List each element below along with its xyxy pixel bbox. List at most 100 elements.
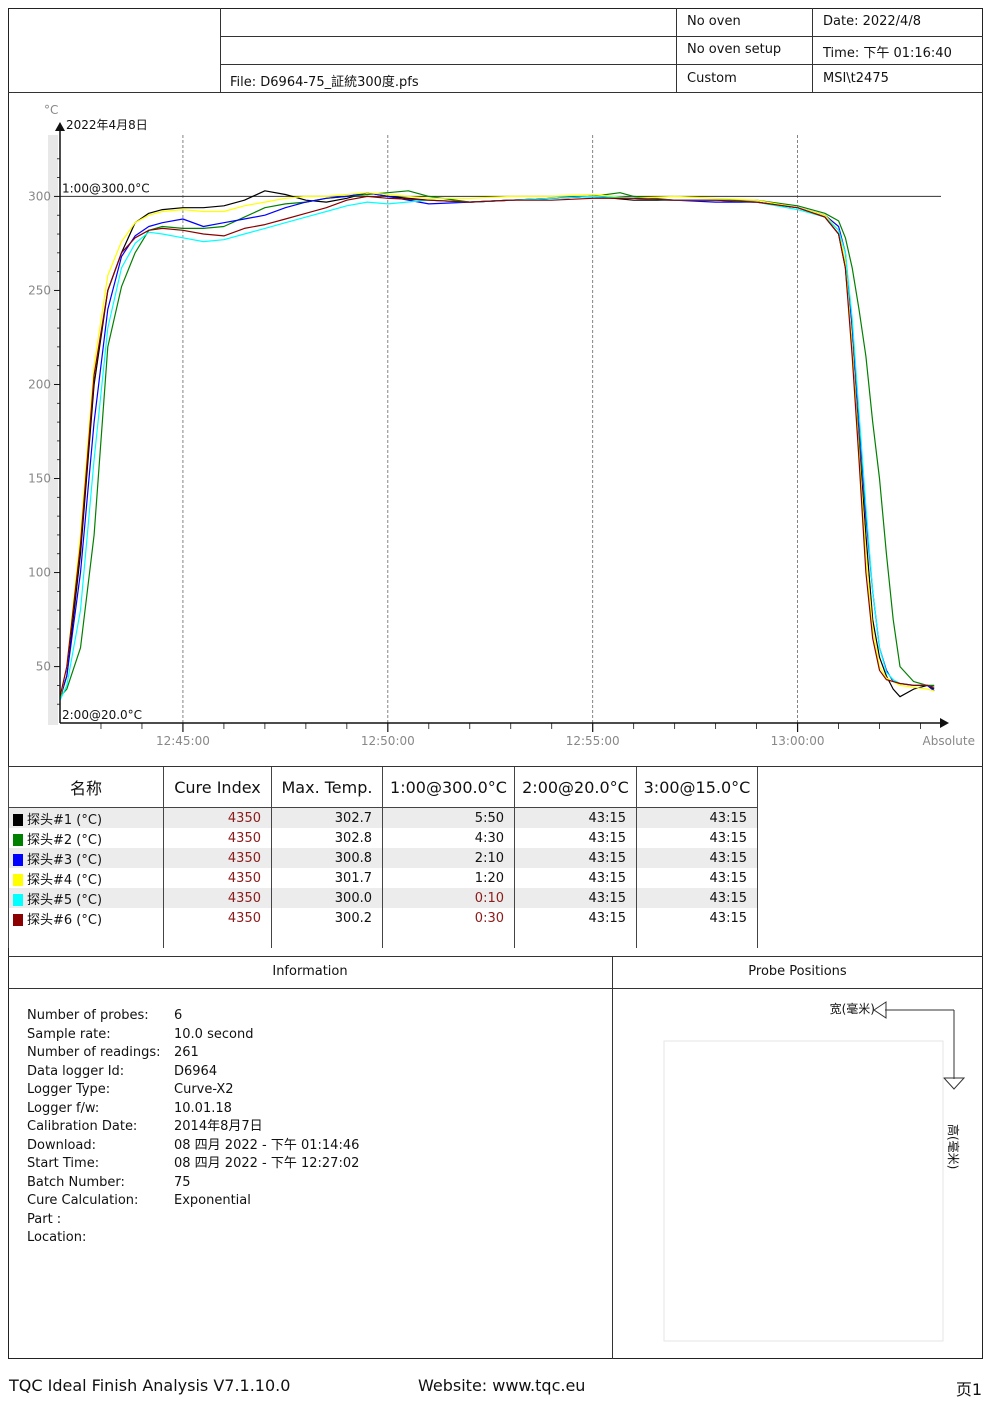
y-axis-band (48, 135, 58, 725)
series-line-probe-4 (59, 192, 935, 699)
y-unit-label: °C (44, 103, 58, 117)
probe-color-swatch (13, 893, 23, 906)
info-row: Logger Type: Curve-X2 (27, 1081, 359, 1100)
info-value: Curve-X2 (174, 1082, 234, 1097)
t15-cell: 43:15 (636, 828, 758, 848)
chart-date-label: 2022年4月8日 (66, 118, 148, 132)
probe-name-cell: 探头#6 (°C) (8, 908, 164, 928)
probe-name: 探头#4 (°C) (27, 872, 103, 888)
probe-name: 探头#5 (°C) (27, 892, 103, 908)
y-tick-label: 200 (28, 377, 51, 391)
info-row: Batch Number: 75 (27, 1174, 359, 1193)
x-tick-label: 12:45:00 (156, 734, 210, 748)
info-row: Number of readings: 261 (27, 1044, 359, 1063)
cure-index-cell: 4350 (163, 908, 272, 928)
info-value: 08 四月 2022 - 下午 12:27:02 (174, 1156, 360, 1171)
probe-layout-area (663, 1040, 944, 1342)
t300-cell: 0:30 (382, 908, 515, 928)
info-label: Download: (27, 1137, 96, 1153)
t15-cell: 43:15 (636, 908, 758, 928)
table-row: 探头#3 (°C) 4350 300.8 2:10 43:15 43:15 (8, 848, 758, 868)
height-arrow-icon (942, 1010, 966, 1090)
table-row: 探头#5 (°C) 4350 300.0 0:10 43:15 43:15 (8, 888, 758, 908)
info-value: 261 (174, 1045, 199, 1060)
cure-index-cell: 4350 (163, 888, 272, 908)
info-label: Number of probes: (27, 1008, 149, 1023)
info-value: 08 四月 2022 - 下午 01:14:46 (174, 1137, 360, 1153)
info-label: Batch Number: (27, 1174, 125, 1190)
info-value: 75 (174, 1174, 191, 1190)
t15-cell: 43:15 (636, 888, 758, 908)
t300-cell: 5:50 (382, 807, 515, 828)
probe-color-swatch (13, 833, 23, 846)
info-row: Sample rate: 10.0 second (27, 1026, 359, 1045)
max-temp-cell: 302.7 (271, 807, 383, 828)
information-title: Information (272, 964, 348, 979)
t20-cell: 43:15 (514, 828, 637, 848)
reference-line-label: 2:00@20.0°C (62, 708, 142, 722)
temperature-chart: 12:45:00 12:50:00 12:55:00 13:00:00 1:00@300… (28, 103, 975, 748)
max-temp-cell: 300.8 (271, 848, 383, 868)
probe-color-swatch (13, 873, 23, 886)
y-tick-label: 250 (28, 283, 51, 297)
info-row: Logger f/w: 10.01.18 (27, 1100, 359, 1119)
info-row: Download: 08 四月 2022 - 下午 01:14:46 (27, 1137, 359, 1156)
probe-name: 探头#6 (°C) (27, 912, 103, 928)
info-row: Location: (27, 1229, 359, 1248)
y-tick-label: 150 (28, 472, 51, 486)
info-label: Logger Type: (27, 1082, 111, 1097)
probe-name-cell: 探头#1 (°C) (8, 807, 164, 828)
information-list: Number of probes: 6 Sample rate: 10.0 secon… (27, 1007, 359, 1248)
cure-index-cell: 4350 (163, 807, 272, 828)
table-row: 探头#4 (°C) 4350 301.7 1:20 43:15 43:15 (8, 868, 758, 888)
col-t15: 3:00@15.0°C (636, 766, 758, 808)
height-axis-label: 高(毫米) (946, 1124, 961, 1169)
info-label: Part : (27, 1211, 62, 1227)
probe-name: 探头#1 (°C) (27, 812, 103, 828)
info-label: Logger f/w: (27, 1100, 100, 1116)
t300-cell: 2:10 (382, 848, 515, 868)
report-time: Time: 下午 01:16:40 (823, 46, 952, 61)
col-t20: 2:00@20.0°C (514, 766, 637, 808)
probe-color-swatch (13, 813, 23, 826)
y-tick-label: 100 (28, 566, 51, 580)
info-row: Data logger Id: D6964 (27, 1063, 359, 1082)
info-label: Calibration Date: (27, 1119, 138, 1134)
info-value: 2014年8月7日 (174, 1119, 263, 1134)
info-label: Data logger Id: (27, 1063, 125, 1079)
info-label: Location: (27, 1230, 87, 1245)
report-frame (8, 8, 983, 1359)
width-axis-label: 宽(毫米) (830, 1001, 875, 1016)
x-tick-label: 12:55:00 (566, 734, 620, 748)
probe-name: 探头#2 (°C) (27, 832, 103, 848)
info-row: Part : (27, 1211, 359, 1230)
table-row: 探头#2 (°C) 4350 302.8 4:30 43:15 43:15 (8, 828, 758, 848)
t15-cell: 43:15 (636, 868, 758, 888)
file-name: File: D6964-75_証統300度.pfs (230, 75, 419, 90)
info-label: Sample rate: (27, 1026, 111, 1042)
table-row: 探头#6 (°C) 4350 300.2 0:30 43:15 43:15 (8, 908, 758, 928)
oven-name: No oven (687, 14, 741, 29)
width-arrow-icon (873, 1001, 954, 1019)
x-axis-label: Absolute (923, 734, 975, 748)
max-temp-cell: 300.0 (271, 888, 383, 908)
probe-name-cell: 探头#2 (°C) (8, 828, 164, 848)
t300-cell: 0:10 (382, 888, 515, 908)
info-row: Cure Calculation: Exponential (27, 1192, 359, 1211)
t300-cell: 4:30 (382, 828, 515, 848)
footer-page: 页1 (955, 1380, 982, 1399)
series-line-probe-6 (59, 195, 935, 697)
info-value: D6964 (174, 1063, 218, 1079)
info-label: Number of readings: (27, 1045, 161, 1060)
results-table: 名称 Cure Index Max. Temp. 1:00@300.0°C 2:… (8, 766, 758, 948)
t15-cell: 43:15 (636, 807, 758, 828)
series-line-probe-5 (59, 195, 935, 701)
info-row: Start Time: 08 四月 2022 - 下午 12:27:02 (27, 1155, 359, 1174)
probe-positions-diagram: 宽(毫米) 高(毫米) (663, 1001, 966, 1342)
oven-setup: No oven setup (687, 42, 782, 57)
info-row: Calibration Date: 2014年8月7日 (27, 1118, 359, 1137)
info-row: Number of probes: 6 (27, 1007, 359, 1026)
x-tick-label: 12:50:00 (361, 734, 415, 748)
t20-cell: 43:15 (514, 868, 637, 888)
custom-label: Custom (687, 71, 737, 86)
